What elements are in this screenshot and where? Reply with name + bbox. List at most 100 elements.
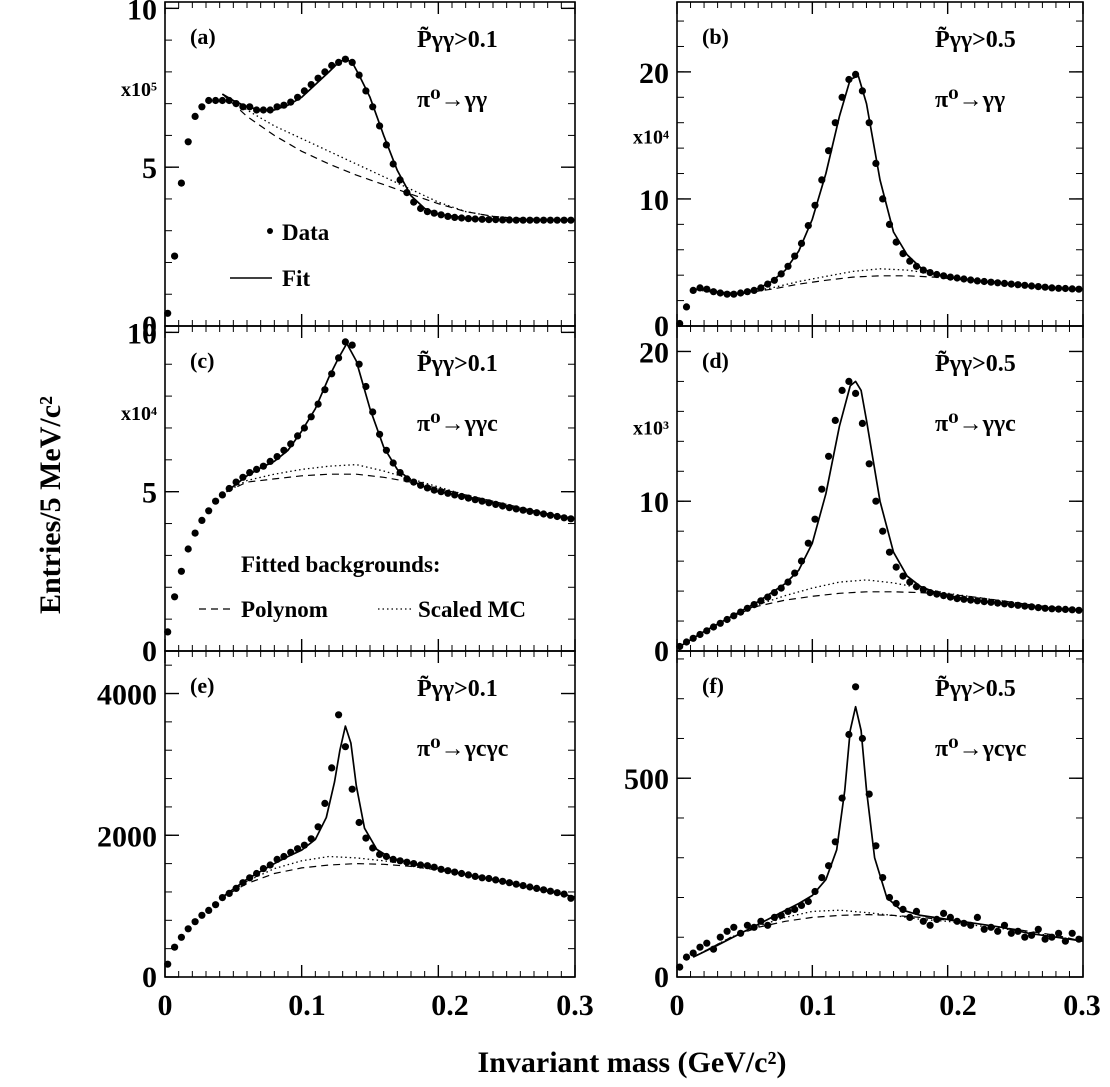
x-tick-label-right-2: 0.2 [939,989,977,1022]
polynom-background-curve [679,591,1084,648]
x-tick-label-left-2: 0.2 [431,989,469,1022]
data-point [177,933,185,941]
channel-annotation: π⁰→γcγc [935,736,1027,762]
data-point [940,909,948,918]
data-point [239,473,247,481]
data-point [926,921,934,929]
x-axis-title: Invariant mass (GeV/c²) [478,1046,787,1079]
data-point [177,179,185,187]
data-point [321,799,329,808]
data-point [191,112,199,120]
data-point [764,593,772,601]
data-point [919,917,927,925]
data-point [191,529,199,537]
panel-frame [164,650,576,978]
scaled-mc-background-curve [679,579,1084,648]
y-tick-label: 10 [639,486,669,519]
panel-frame [676,325,1084,652]
legend-data-fit: Data Fit [230,220,330,291]
data-point [682,953,691,961]
data-point [831,416,839,424]
data-point [696,943,704,951]
y-tick-label: 5 [142,152,157,185]
data-point [355,818,363,827]
data-point [723,927,731,935]
data-point [164,309,172,317]
y-tick-label: 4000 [97,679,157,712]
legend-polynom-label: Polynom [241,597,328,622]
y-tick-label: 0 [654,961,669,994]
y-tick-label: 0 [142,310,157,343]
data-point [818,874,826,882]
data-point [1034,925,1042,933]
panel-frame [676,650,1084,978]
data-point [177,567,185,575]
y-tick-label: 0 [654,635,669,668]
data-point [1007,929,1015,937]
fit-curve [219,725,576,900]
panel-b: 0 10 20 x10⁴ (b) P̃γγ>0.5 π⁰→γγ [633,1,1084,343]
y-tick-label: 5 [142,477,157,510]
data-point [858,419,867,427]
data-point [872,497,880,505]
data-point [1021,933,1029,941]
x-tick-label-left-0: 0 [158,989,173,1022]
x-tick-label-left-3: 0.3 [556,989,594,1022]
data-point [171,252,179,260]
y-tick-label: 2000 [97,820,157,853]
legend-data-marker [267,228,273,234]
y-tick-label: 0 [654,310,669,343]
legend-backgrounds-title: Fitted backgrounds: [241,552,441,577]
panel-frame [676,1,1084,327]
data-point [212,497,220,505]
data-point [205,96,213,105]
scaled-mc-background-curve [222,93,576,221]
data-point [348,341,356,349]
panel-d: 0 10 20 x10³ (d) P̃γγ>0.5 π⁰→γγc [633,325,1084,668]
cut-annotation: P̃γγ>0.1 [417,676,498,702]
panel-label: (b) [702,24,729,49]
data-point [198,103,206,111]
fit-curve [693,74,1084,295]
channel-annotation: π⁰→γγc [417,411,498,437]
cut-annotation: P̃γγ>0.1 [417,351,498,377]
data-point [973,913,982,922]
y-scale-multiplier: x10⁴ [633,126,669,148]
data-point [994,927,1002,935]
data-point [804,539,812,547]
data-point [164,960,172,968]
panel-label: (f) [702,673,724,698]
data-point [892,563,900,571]
cut-annotation: P̃γγ>0.5 [935,27,1016,53]
data-point [845,75,853,84]
data-point [205,507,213,515]
y-tick-label: 10 [127,317,157,350]
data-point [885,548,894,556]
data-point [879,527,887,535]
data-point [198,911,206,919]
data-point [184,138,192,146]
y-tick-label: 500 [624,763,669,796]
fit-curve [679,380,1084,648]
x-tick-label-right-0: 0 [670,989,685,1022]
y-scale-multiplier: x10⁴ [121,403,157,425]
y-tick-label: 20 [639,336,669,369]
panel-frame [164,1,576,327]
data-point [730,923,738,931]
y-tick-label: 0 [142,635,157,668]
data-point [164,628,172,636]
data-point [335,711,343,719]
y-scale-multiplier: x10⁵ [121,79,157,101]
fit-curve [692,705,1084,958]
data-point [716,933,724,941]
scaled-mc-background-curve [693,268,1084,294]
channel-annotation: π⁰→γγc [935,411,1016,437]
data-point [205,906,213,915]
data-point [198,516,206,525]
channel-annotation: π⁰→γγ [417,87,487,113]
x-tick-label-right-3: 0.3 [1063,989,1101,1022]
data-point [212,901,220,909]
polynom-background-curve [219,863,576,900]
polynom-background-curve [226,473,576,520]
data-point [191,918,199,926]
